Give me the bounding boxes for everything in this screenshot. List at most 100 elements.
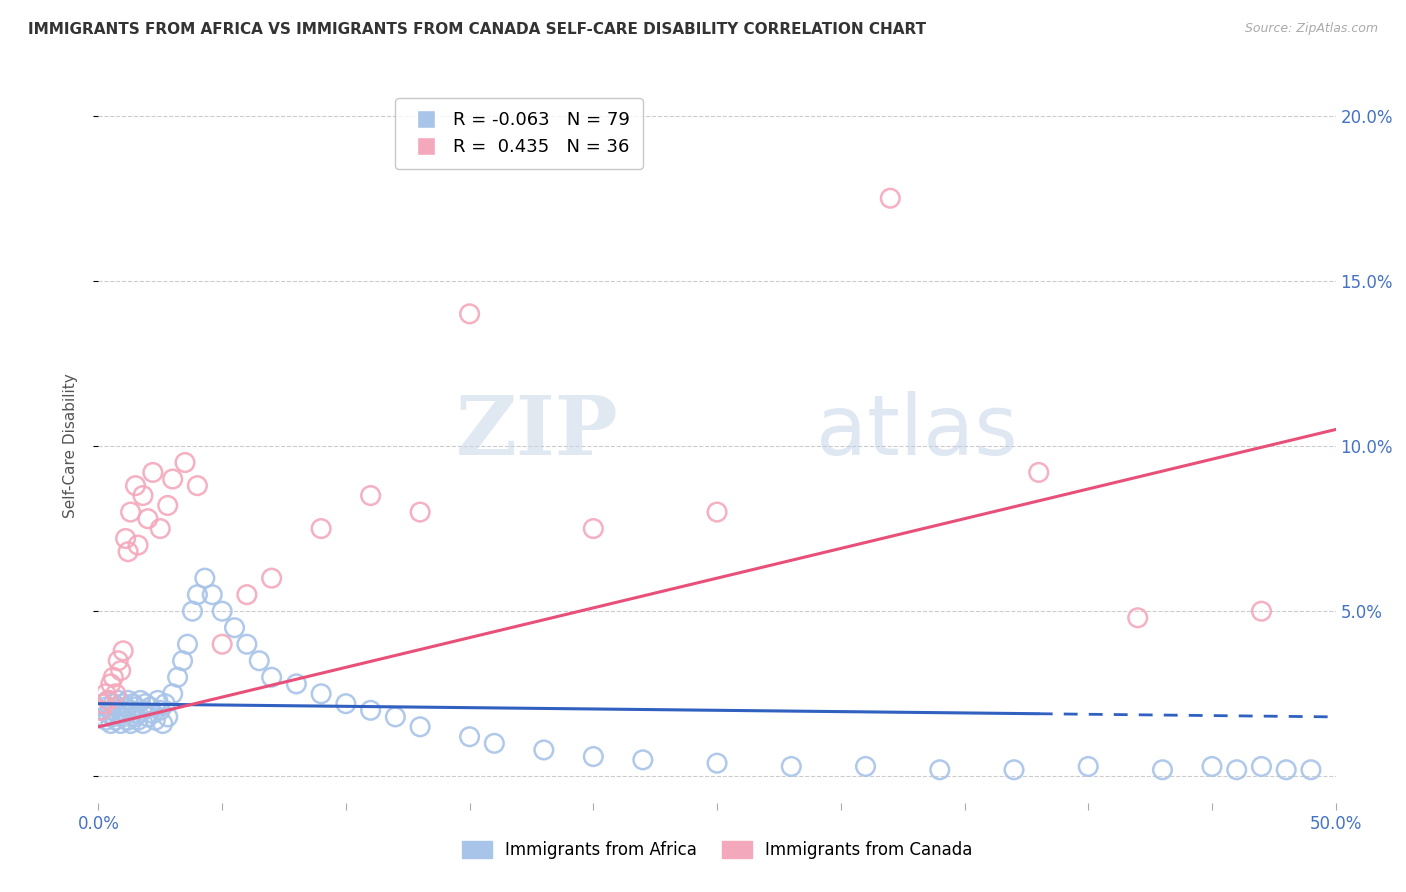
Point [174,456,197,470]
Point [127,538,149,552]
Point [879,191,901,205]
Point [94,700,117,714]
Point [112,644,135,658]
Point [93,710,115,724]
Point [100,677,122,691]
Point [236,588,259,602]
Point [176,637,198,651]
Point [122,697,145,711]
Point [100,703,122,717]
Point [384,710,406,724]
Point [458,730,481,744]
Point [186,588,208,602]
Point [124,700,146,714]
Point [142,706,165,721]
Point [107,654,129,668]
Point [1250,759,1272,773]
Point [162,687,184,701]
Point [706,505,728,519]
Point [1028,466,1050,480]
Point [155,697,177,711]
Point [582,522,605,536]
Point [120,716,142,731]
Point [134,697,156,711]
Point [124,710,146,724]
Point [146,693,169,707]
Legend: Immigrants from Africa, Immigrants from Canada: Immigrants from Africa, Immigrants from … [456,834,979,866]
Y-axis label: Self-Care Disability: Self-Care Disability [63,374,77,518]
Point [1226,763,1249,777]
Point [309,687,332,701]
Point [360,703,382,717]
Point [104,687,127,701]
Point [201,588,224,602]
Point [285,677,308,691]
Point [533,743,555,757]
Point [166,670,188,684]
Text: Source: ZipAtlas.com: Source: ZipAtlas.com [1244,22,1378,36]
Point [484,736,506,750]
Point [104,713,127,727]
Point [211,604,233,618]
Point [124,478,146,492]
Point [142,466,165,480]
Point [928,763,950,777]
Point [582,749,605,764]
Text: atlas: atlas [815,392,1018,472]
Point [181,604,204,618]
Point [631,753,654,767]
Point [93,697,115,711]
Point [136,710,159,724]
Point [114,700,136,714]
Point [260,670,283,684]
Point [780,759,803,773]
Point [149,703,172,717]
Point [90,703,112,717]
Point [149,522,172,536]
Point [120,505,142,519]
Point [110,716,132,731]
Point [236,637,259,651]
Point [309,522,332,536]
Point [409,720,432,734]
Point [1077,759,1099,773]
Point [103,670,125,684]
Point [260,571,283,585]
Point [335,697,357,711]
Point [94,713,117,727]
Point [93,697,115,711]
Point [127,713,149,727]
Text: ZIP: ZIP [456,392,619,472]
Point [1250,604,1272,618]
Point [156,499,179,513]
Point [129,693,152,707]
Point [139,700,162,714]
Point [100,716,122,731]
Point [117,545,139,559]
Point [409,505,432,519]
Point [120,703,142,717]
Point [107,693,129,707]
Point [97,693,120,707]
Point [132,703,155,717]
Point [103,697,125,711]
Point [117,713,139,727]
Point [114,706,136,721]
Point [132,489,155,503]
Point [132,716,155,731]
Point [103,710,125,724]
Point [110,703,132,717]
Point [1152,763,1174,777]
Point [156,710,179,724]
Point [172,654,194,668]
Point [112,710,135,724]
Point [1299,763,1322,777]
Point [1126,611,1149,625]
Point [90,703,112,717]
Point [127,706,149,721]
Point [1275,763,1298,777]
Point [360,489,382,503]
Point [855,759,877,773]
Point [112,697,135,711]
Point [94,687,117,701]
